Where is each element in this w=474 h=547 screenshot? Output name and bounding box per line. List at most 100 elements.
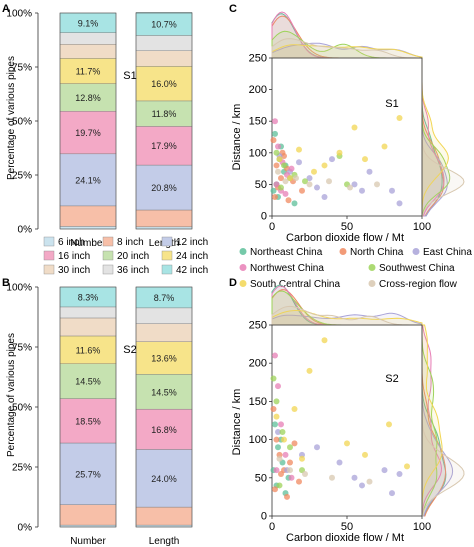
legend-entry: 8 inch (117, 237, 144, 248)
legend-entry: Northeast China (250, 247, 323, 258)
legend-entry: South Central China (250, 279, 340, 290)
scatter-point (311, 168, 317, 175)
data-label: 14.5% (151, 387, 177, 397)
x-tick-label: Length (149, 536, 180, 547)
scatter-point (276, 482, 283, 489)
scatter-point (321, 194, 328, 201)
data-label: 17.9% (151, 141, 177, 151)
scatter-point (351, 181, 358, 188)
scatter-point (299, 187, 305, 194)
scatter-point (276, 455, 283, 462)
bar-segment (135, 226, 193, 230)
data-label: 24.0% (151, 474, 177, 484)
scatter-point (273, 467, 280, 474)
panel-c-xlabel: Carbon dioxide flow / Mt (286, 232, 404, 244)
chart-panel-a: Percentage of various pipes 0% 25% 50% 75% 1… (6, 9, 193, 249)
legend-entry: 20 inch (117, 251, 149, 262)
bar-segment (59, 363, 117, 399)
marginal-density (271, 44, 423, 59)
scatter-point (287, 459, 293, 466)
scatter-point (287, 467, 293, 474)
bar-segment (59, 111, 117, 155)
marginal-density (271, 38, 422, 59)
scatter-point (272, 118, 278, 125)
legend-swatch (43, 236, 55, 247)
data-label: 8.3% (78, 292, 99, 302)
scatter-point (288, 474, 295, 481)
scatter-point (278, 470, 284, 477)
data-label: 8.7% (154, 293, 175, 303)
bar-segment (59, 335, 117, 364)
legend-entry: 24 inch (176, 251, 208, 262)
y-tick-label: 200 (249, 358, 267, 370)
panel-a-yticks: 0% 25% 50% 75% 100% (6, 9, 39, 236)
x-tick-label: 0 (269, 521, 275, 533)
legend-entry: East China (423, 247, 472, 258)
y-tick-label: 25% (12, 463, 32, 474)
data-label: 12.8% (75, 93, 101, 103)
y-tick-label: 0 (261, 511, 267, 523)
bar-segment (59, 226, 117, 230)
bar-outline (135, 286, 193, 528)
scatter-point (314, 444, 320, 451)
y-tick-label: 75% (12, 63, 32, 74)
scatter-point (306, 175, 313, 182)
y-tick-label: 25% (12, 171, 32, 182)
scatter-point (273, 149, 280, 156)
scatter-point (306, 367, 313, 374)
legend-entry: Northwest China (250, 263, 324, 274)
scatter-point (347, 184, 353, 191)
data-label: 11.6% (76, 345, 101, 355)
panel-c-points (270, 115, 403, 207)
x-tick-label: 100 (413, 221, 431, 233)
scatter-point (291, 200, 298, 207)
scatter-point (396, 470, 403, 477)
legend-entry: Cross-region flow (379, 279, 458, 290)
scatter-point (270, 187, 277, 194)
scatter-point (287, 444, 293, 451)
scatter-point (291, 406, 298, 413)
scatter-point (351, 124, 358, 131)
scatter-point (270, 406, 277, 413)
bar-segment (59, 306, 117, 319)
bar-segment (135, 209, 193, 228)
scatter-point (273, 398, 280, 405)
panel-b-ylabel: Percentage of various pipes (6, 333, 17, 457)
legend-entry: 42 inch (176, 265, 208, 276)
bar-segment (135, 50, 193, 67)
scatter-point (273, 413, 280, 420)
data-label: 13.6% (151, 354, 177, 364)
x-tick-label: 50 (341, 521, 353, 533)
bar-segment (59, 504, 117, 526)
scatter-point (272, 130, 278, 137)
scatter-point (278, 421, 284, 428)
region-legend: Northeast China North China East China Nort… (239, 247, 472, 290)
panel-c-ticks: 0 50 100 0 50 100 150 200 250 (249, 53, 432, 234)
data-label: 18.5% (75, 416, 101, 426)
legend-swatch (102, 250, 114, 261)
scatter-point (278, 175, 284, 182)
scatter-point (296, 159, 302, 166)
bar-segment (135, 506, 193, 526)
bar-segment (59, 205, 117, 227)
bar-segment (135, 35, 193, 52)
scatter-point (273, 436, 280, 443)
scatter-point (272, 352, 278, 359)
data-label: 11.8% (152, 109, 177, 119)
legend-entry: 30 inch (58, 265, 90, 276)
y-tick-label: 150 (249, 396, 267, 408)
scatter-point (272, 194, 278, 201)
panel-letter-c: C (229, 3, 237, 15)
scatter-point (275, 168, 281, 175)
y-tick-label: 0% (18, 225, 33, 236)
panel-d-scenario-label: S2 (385, 373, 398, 385)
bar-segment (59, 32, 117, 45)
scatter-point (284, 493, 290, 500)
bar-segment (135, 126, 193, 166)
legend-marker (239, 264, 247, 271)
legend-entry: 12 inch (176, 237, 208, 248)
scatter-point (270, 375, 277, 382)
panel-letter-b: B (2, 277, 10, 289)
scatter-point (281, 436, 287, 443)
